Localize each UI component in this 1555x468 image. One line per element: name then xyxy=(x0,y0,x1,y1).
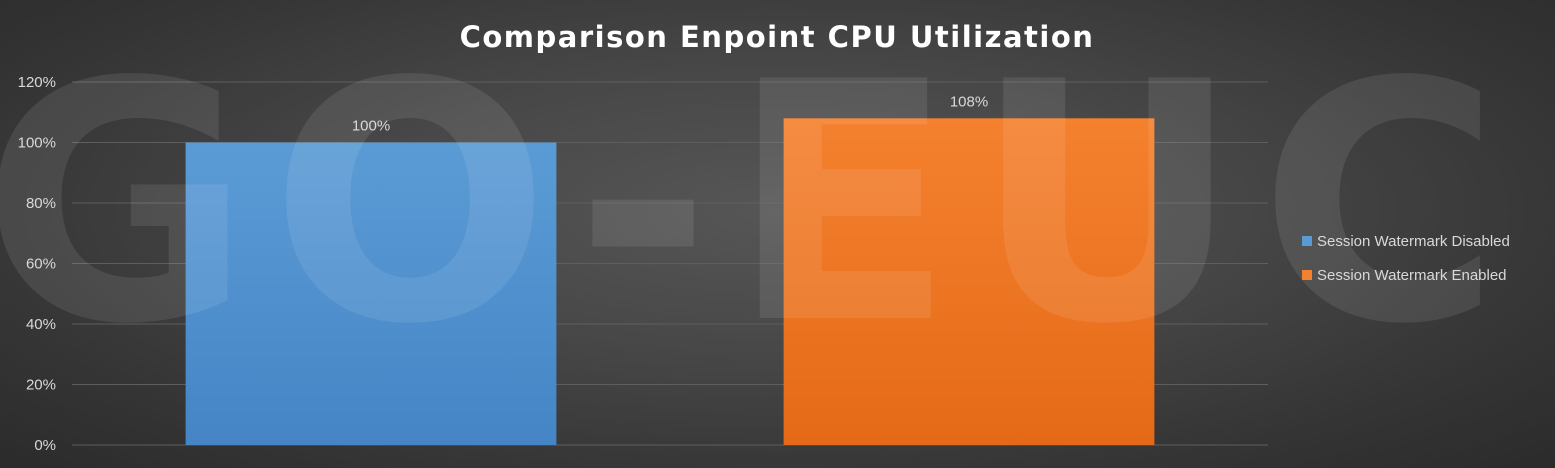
bars xyxy=(185,118,1155,446)
bar-1 xyxy=(185,142,557,445)
legend-swatch xyxy=(1302,236,1312,246)
watermark-text: GO-EUC xyxy=(0,12,1519,396)
chart-title: Comparison Enpoint CPU Utilization xyxy=(460,20,1095,54)
legend-label: Session Watermark Enabled xyxy=(1317,267,1507,284)
y-tick-label: 60% xyxy=(26,256,56,273)
y-tick-label: 0% xyxy=(34,437,56,454)
y-tick-label: 20% xyxy=(26,377,56,394)
y-tick-label: 100% xyxy=(18,135,56,152)
data-label: 100% xyxy=(352,118,390,135)
y-tick-label: 40% xyxy=(26,316,56,333)
legend: Session Watermark Disabled Session Waterm… xyxy=(1302,233,1510,284)
y-tick-label: 80% xyxy=(26,195,56,212)
bar-2 xyxy=(783,118,1155,446)
legend-swatch xyxy=(1302,270,1312,280)
y-axis-ticks: 0% 20% 40% 60% 80% 100% 120% xyxy=(18,74,56,454)
data-labels: 100% 108% xyxy=(352,93,988,134)
data-label: 108% xyxy=(950,93,988,110)
legend-label: Session Watermark Disabled xyxy=(1317,233,1510,250)
y-tick-label: 120% xyxy=(18,74,56,91)
